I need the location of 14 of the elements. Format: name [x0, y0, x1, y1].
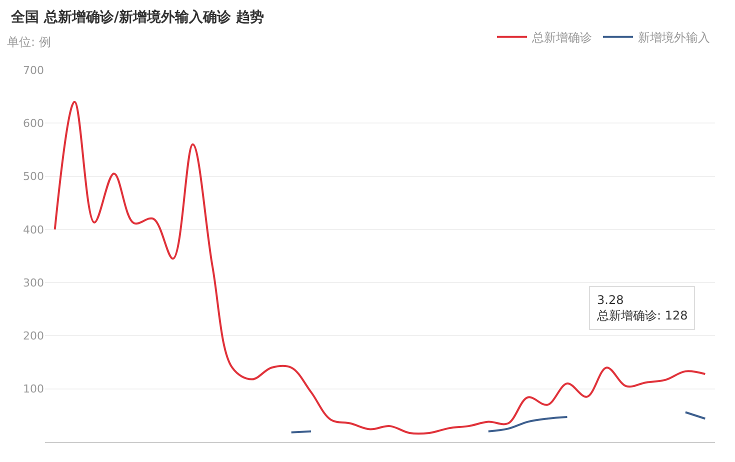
y-tick-label: 700	[23, 64, 44, 77]
y-tick-label: 100	[23, 382, 44, 396]
annotation: 3.28	[597, 293, 624, 307]
y-tick-label: 300	[23, 276, 44, 290]
y-tick-label: 500	[23, 170, 44, 184]
y-tick-label: 400	[23, 223, 44, 236]
chart-title: 全国 总新增确诊/新增境外输入确诊 趋势	[10, 8, 264, 26]
legend-label: 新增境外输入	[638, 30, 710, 45]
annotation: 总新增确诊: 128	[596, 308, 688, 323]
y-tick-label: 600	[23, 116, 44, 130]
y-tick-label: 200	[23, 330, 44, 343]
line-series	[54, 100, 706, 434]
chart-subtitle: 单位: 例	[7, 35, 51, 49]
legend-label: 总新增确诊	[531, 30, 592, 45]
